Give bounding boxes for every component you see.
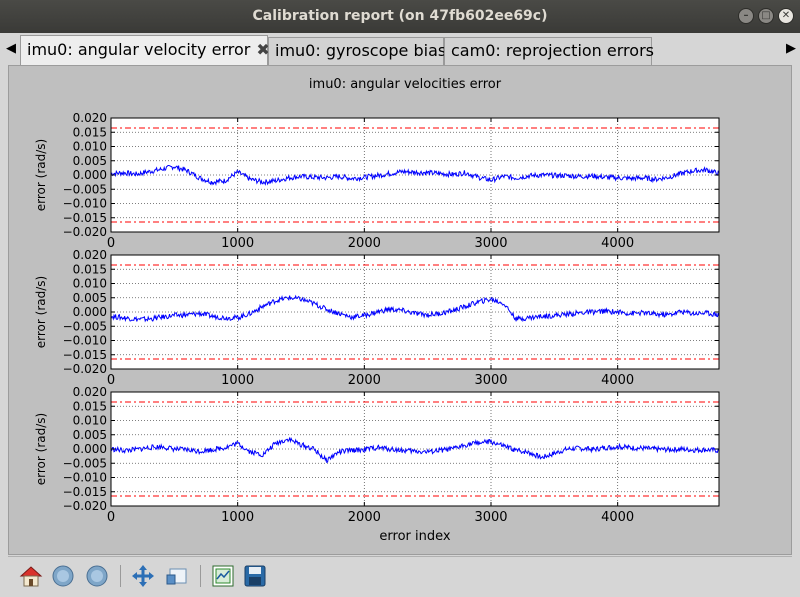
tab-label: imu0: angular velocity error [27,40,251,59]
x-tick-label: 4000 [601,236,634,251]
minimize-icon[interactable]: – [738,8,754,24]
subplots-icon[interactable] [210,563,236,589]
y-axis-label: error (rad/s) [34,413,48,485]
y-tick-label: 0.010 [73,140,107,154]
x-tick-label: 1000 [221,510,254,525]
x-tick-label: 3000 [474,236,507,251]
y-tick-label: −0.005 [63,182,107,196]
tab-gyroscope-bias[interactable]: imu0: gyroscope bias [268,37,447,65]
zoom-icon[interactable] [164,563,190,589]
x-tick-label: 0 [107,373,115,388]
title-bar[interactable]: Calibration report (on 47fb602ee69c) – □… [0,0,800,33]
save-icon[interactable] [242,563,268,589]
y-tick-label: −0.015 [63,485,107,499]
y-tick-label: 0.000 [73,305,107,319]
maximize-icon[interactable]: □ [758,8,774,24]
y-tick-label: −0.020 [63,225,107,239]
x-tick-label: 4000 [601,510,634,525]
y-tick-label: 0.020 [73,385,107,399]
y-axis-label: error (rad/s) [34,139,48,211]
y-tick-label: −0.020 [63,362,107,376]
tab-label: imu0: gyroscope bias [275,41,447,60]
y-tick-label: −0.020 [63,499,107,513]
pan-icon[interactable] [130,563,156,589]
home-icon[interactable] [18,563,44,589]
x-tick-label: 2000 [348,236,381,251]
tab-angular-velocity-error[interactable]: imu0: angular velocity error ✖ [20,35,270,66]
x-tick-label: 2000 [348,510,381,525]
y-tick-label: −0.010 [63,334,107,348]
back-icon[interactable] [50,563,76,589]
tab-close-icon[interactable]: ✖ [256,40,270,59]
y-tick-label: 0.005 [73,291,107,305]
x-axis-label: error index [379,529,450,544]
y-tick-label: 0.005 [73,428,107,442]
y-tick-label: −0.005 [63,319,107,333]
y-tick-label: 0.000 [73,168,107,182]
x-tick-label: 0 [107,510,115,525]
x-tick-label: 3000 [474,373,507,388]
toolbar-separator [200,565,201,587]
x-tick-label: 1000 [221,373,254,388]
figure-title: imu0: angular velocities error [309,77,502,92]
y-tick-label: 0.020 [73,111,107,125]
y-tick-label: −0.005 [63,456,107,470]
tab-label: cam0: reprojection errors [451,41,654,60]
y-tick-label: 0.015 [73,262,107,276]
window-controls: – □ ✕ [738,8,794,24]
y-tick-label: 0.015 [73,125,107,139]
y-axis-label: error (rad/s) [34,276,48,348]
tab-scroll-left-icon[interactable]: ◀ [6,41,16,56]
x-tick-label: 1000 [221,236,254,251]
plot-panel: imu0: angular velocities error 0 1000 2000 3… [8,65,792,555]
series-line [110,436,720,464]
x-tick-label: 2000 [348,373,381,388]
y-tick-label: −0.015 [63,348,107,362]
forward-icon[interactable] [84,563,110,589]
series-line [110,294,720,323]
figure-canvas[interactable]: imu0: angular velocities error 0 1000 2000 3… [9,66,791,554]
y-tick-label: 0.000 [73,442,107,456]
x-tick-label: 3000 [474,510,507,525]
y-tick-label: 0.015 [73,399,107,413]
x-tick-label: 0 [107,236,115,251]
tab-bar: ◀ imu0: angular velocity error ✖ imu0: gy… [0,33,800,66]
window-title: Calibration report (on 47fb602ee69c) [252,8,548,24]
x-tick-label: 4000 [601,373,634,388]
y-tick-label: 0.020 [73,248,107,262]
tab-reprojection-errors[interactable]: cam0: reprojection errors [444,37,654,65]
toolbar-separator [120,565,121,587]
series-line [110,165,720,187]
tab-scroll-right-icon[interactable]: ▶ [786,41,796,56]
y-tick-label: 0.010 [73,277,107,291]
y-tick-label: 0.005 [73,154,107,168]
y-tick-label: −0.015 [63,211,107,225]
y-tick-label: 0.010 [73,414,107,428]
close-icon[interactable]: ✕ [778,8,794,24]
y-tick-label: −0.010 [63,471,107,485]
y-tick-label: −0.010 [63,197,107,211]
navigation-toolbar [8,556,792,595]
